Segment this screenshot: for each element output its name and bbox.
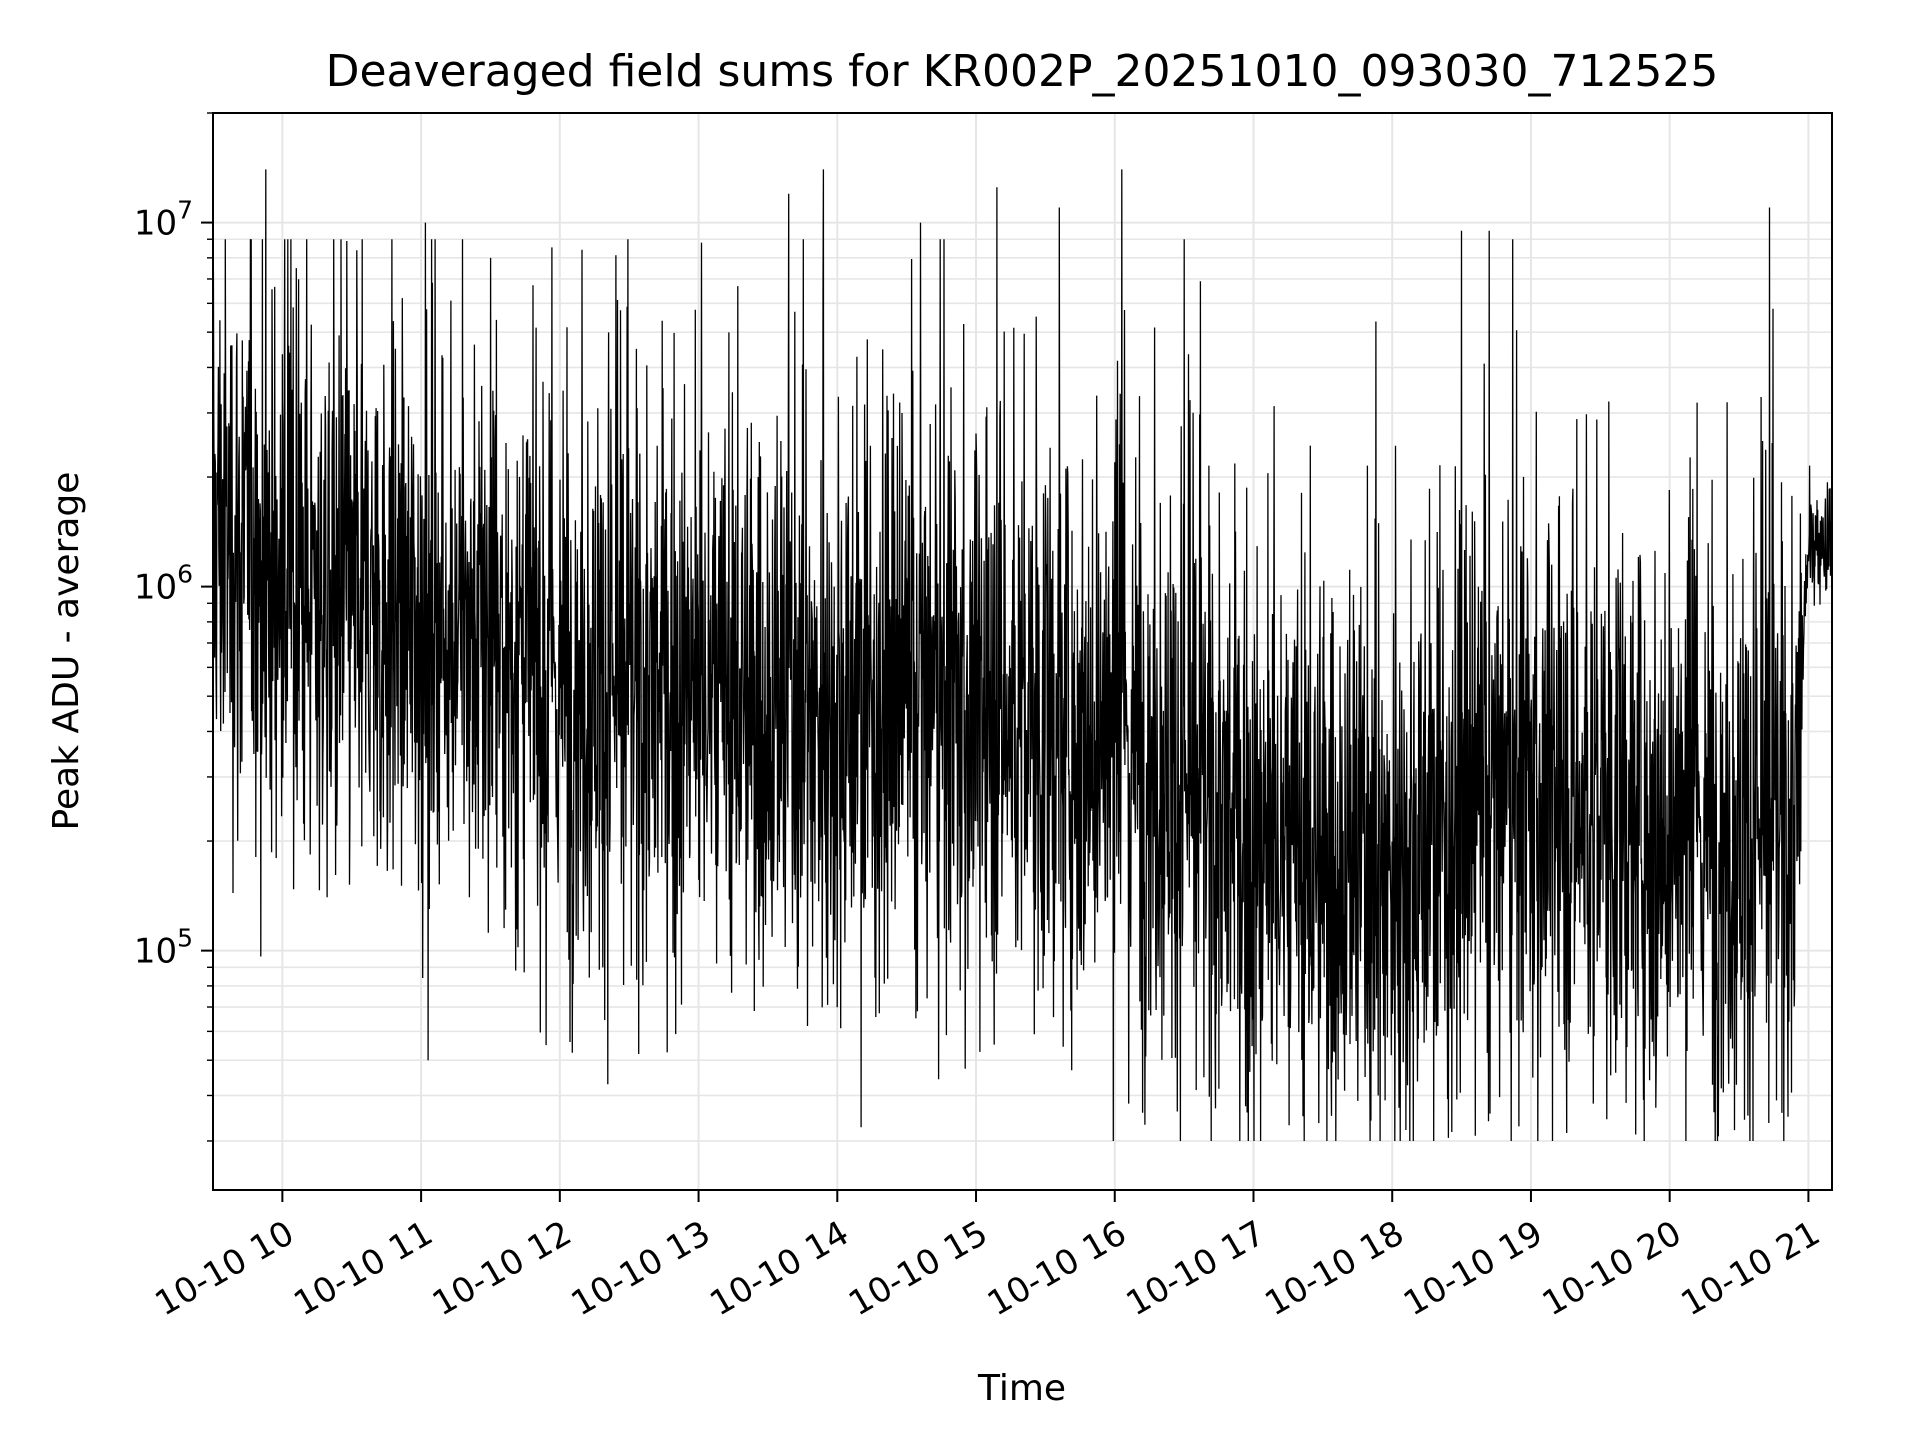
y-tick-label: 105 — [134, 924, 193, 972]
x-tick-label: 10-10 19 — [1397, 1213, 1549, 1324]
x-tick-label: 10-10 18 — [1258, 1213, 1410, 1324]
y-tick-label: 106 — [134, 560, 193, 608]
x-tick-label: 10-10 16 — [981, 1213, 1133, 1324]
x-tick-label: 10-10 10 — [148, 1213, 300, 1324]
x-tick-label: 10-10 15 — [842, 1213, 994, 1324]
chart-title: Deaveraged field sums for KR002P_2025101… — [326, 46, 1719, 97]
x-tick-label: 10-10 14 — [703, 1213, 855, 1324]
x-axis-label: Time — [977, 1368, 1066, 1409]
x-tick-label: 10-10 20 — [1536, 1213, 1688, 1324]
series-layer — [213, 169, 1832, 1142]
x-tick-label: 10-10 12 — [426, 1213, 578, 1324]
x-tick-label: 10-10 21 — [1675, 1213, 1827, 1324]
series-line — [213, 169, 1832, 1142]
x-tick-label: 10-10 17 — [1120, 1213, 1272, 1324]
plot-frame — [212, 112, 1833, 1191]
y-axis-label: Peak ADU - average — [46, 472, 87, 831]
x-tick-label: 10-10 13 — [565, 1213, 717, 1324]
y-tick-label: 107 — [134, 196, 193, 244]
x-tick-label: 10-10 11 — [287, 1213, 439, 1324]
